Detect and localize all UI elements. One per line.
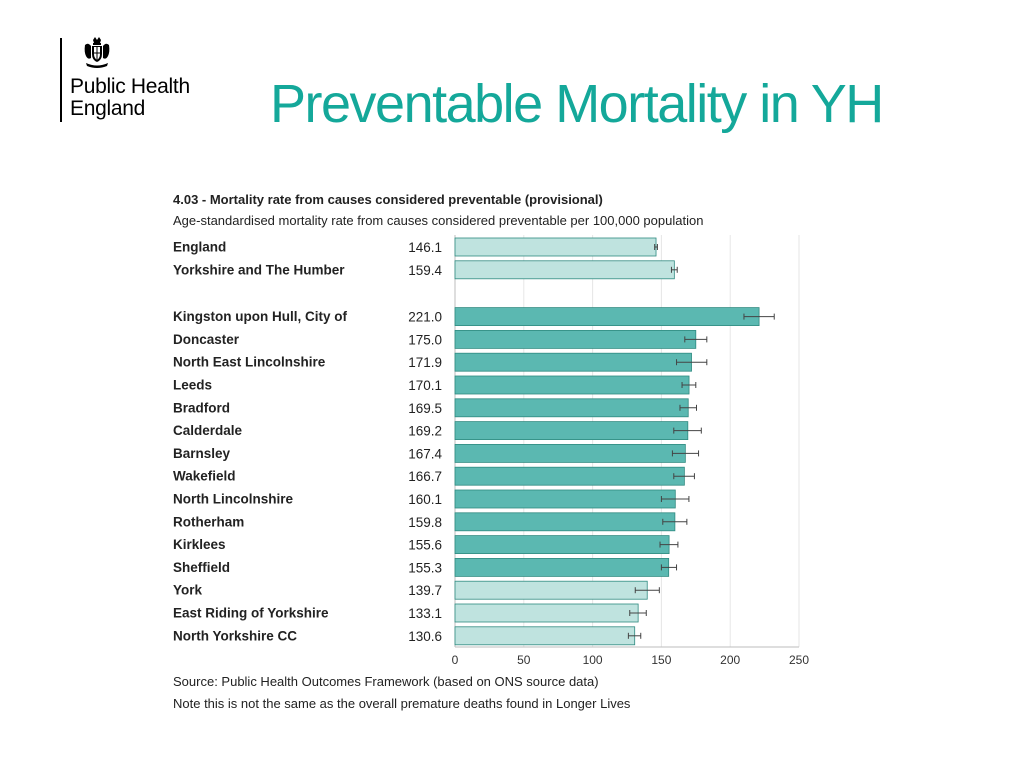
bar <box>454 489 676 509</box>
value-label: 139.7 <box>408 583 442 598</box>
row-label: Wakefield <box>173 469 236 484</box>
bar <box>454 443 686 463</box>
value-label: 166.7 <box>408 469 442 484</box>
x-tick-label: 100 <box>583 653 603 667</box>
row-label: North Lincolnshire <box>173 492 293 507</box>
row-label: Calderdale <box>173 423 243 438</box>
x-tick-label: 0 <box>452 653 459 667</box>
row-label: Kingston upon Hull, City of <box>173 309 347 324</box>
bar <box>454 237 657 257</box>
value-label: 221.0 <box>408 310 442 325</box>
row-label: Sheffield <box>173 560 230 575</box>
row-label: Yorkshire and The Humber <box>173 262 345 277</box>
row-label: Doncaster <box>173 332 240 347</box>
bar <box>454 580 648 600</box>
bar <box>454 375 690 395</box>
logo-divider <box>60 38 62 122</box>
bar <box>454 535 670 554</box>
value-label: 169.2 <box>408 424 442 439</box>
value-label: 159.8 <box>408 515 442 530</box>
value-label: 155.6 <box>408 538 442 553</box>
royal-coat-of-arms-icon <box>84 37 110 68</box>
phe-logo: Public Health England <box>60 36 240 126</box>
value-label: 175.0 <box>408 332 442 347</box>
value-label: 133.1 <box>408 606 442 621</box>
value-label: 130.6 <box>408 629 442 644</box>
logo-line-2: England <box>70 97 145 120</box>
logo-line-1: Public Health <box>70 75 190 98</box>
chart-title: 4.03 - Mortality rate from causes consid… <box>173 192 603 207</box>
bar <box>454 603 639 623</box>
bar <box>454 512 676 532</box>
bar <box>454 466 685 486</box>
row-label: East Riding of Yorkshire <box>173 606 329 621</box>
value-label: 159.4 <box>408 263 442 278</box>
bar <box>454 626 636 646</box>
row-label: Rotherham <box>173 514 244 529</box>
row-label: Barnsley <box>173 446 231 461</box>
bar <box>454 398 689 418</box>
x-tick-label: 150 <box>651 653 671 667</box>
bar <box>454 421 689 441</box>
value-label: 167.4 <box>408 446 442 461</box>
bar <box>454 352 692 372</box>
row-label: York <box>173 583 203 598</box>
row-label: Leeds <box>173 378 212 393</box>
bar <box>454 307 760 327</box>
row-label: England <box>173 240 226 255</box>
value-label: 169.5 <box>408 401 442 416</box>
chart-subtitle: Age-standardised mortality rate from cau… <box>173 213 704 228</box>
bar <box>454 260 675 280</box>
footnote: Note this is not the same as the overall… <box>173 696 631 711</box>
source-note: Source: Public Health Outcomes Framework… <box>173 674 599 689</box>
x-tick-label: 250 <box>789 653 809 667</box>
row-label: North Yorkshire CC <box>173 628 297 643</box>
row-label: Bradford <box>173 400 230 415</box>
value-label: 155.3 <box>408 560 442 575</box>
page-title: Preventable Mortality in YH <box>270 74 884 134</box>
x-tick-label: 50 <box>517 653 531 667</box>
row-label: North East Lincolnshire <box>173 355 326 370</box>
bar <box>454 329 697 349</box>
logo-wordmark: Public Health England <box>70 76 190 120</box>
row-label: Kirklees <box>173 537 226 552</box>
x-tick-label: 200 <box>720 653 740 667</box>
value-label: 160.1 <box>408 492 442 507</box>
value-label: 146.1 <box>408 240 442 255</box>
value-label: 171.9 <box>408 355 442 370</box>
value-label: 170.1 <box>408 378 442 393</box>
bar <box>454 558 670 577</box>
